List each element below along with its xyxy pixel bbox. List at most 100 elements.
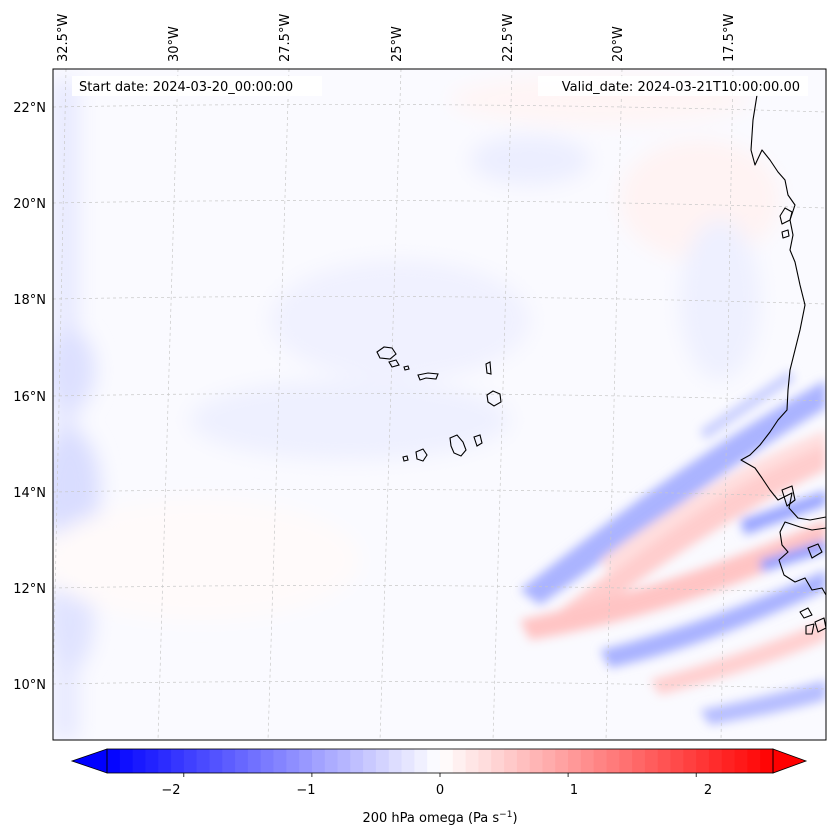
- colorbar-segment: [644, 749, 659, 773]
- africa-coastline-south: [778, 521, 826, 596]
- colorbar-segment: [452, 749, 467, 773]
- islet-3: [799, 607, 813, 619]
- valid-date-label: Valid_date: 2024-03-21T10:00:00.00: [562, 80, 800, 95]
- colorbar-segment: [568, 749, 582, 773]
- colorbar-segment: [657, 749, 672, 773]
- colorbar-tick-label: −2: [161, 783, 180, 798]
- colorbar-label: 200 hPa omega (Pa s−1): [362, 810, 517, 826]
- lat-label: 14°N: [13, 486, 46, 501]
- colorbar-segment: [299, 749, 313, 773]
- colorbar-segment: [273, 749, 287, 773]
- islet-5: [805, 623, 815, 635]
- colorbar-segment: [375, 749, 390, 773]
- colorbar-segment: [440, 749, 454, 773]
- longitude-labels: 32.5°W 30°W 27.5°W 25°W 22.5°W 20°W 17.5…: [56, 14, 737, 62]
- colorbar-segment: [145, 749, 159, 773]
- island-santa-luzia: [403, 365, 410, 371]
- colorbar-segment: [132, 749, 147, 773]
- colorbar-segment: [171, 749, 185, 773]
- lat-label: 22°N: [13, 101, 46, 116]
- colorbar-segment: [465, 749, 480, 773]
- colorbar-segment: [529, 749, 544, 773]
- africa-coastline: [740, 94, 826, 521]
- lat-label: 12°N: [13, 582, 46, 597]
- islet-7: [807, 543, 823, 559]
- colorbar-segment: [222, 749, 236, 773]
- colorbar-segment: [504, 749, 518, 773]
- lon-label: 22.5°W: [501, 14, 516, 62]
- colorbar-segment: [542, 749, 556, 773]
- lon-label: 17.5°W: [722, 14, 737, 62]
- colorbar-segment: [760, 749, 774, 773]
- colorbar-segment: [247, 749, 262, 773]
- lon-label: 25°W: [390, 26, 405, 62]
- lat-label: 18°N: [13, 293, 46, 308]
- colorbar-segment: [337, 749, 351, 773]
- colorbar-segment: [158, 749, 172, 773]
- lat-label: 16°N: [13, 390, 46, 405]
- colorbar-arrow-min: [70, 748, 108, 774]
- map-area: Start date: 2024-03-20_00:00:00 Valid_da…: [53, 69, 826, 740]
- lat-label: 20°N: [13, 197, 46, 212]
- colorbar-segment: [363, 749, 377, 773]
- colorbar-segment: [708, 749, 723, 773]
- colorbar-segment: [593, 749, 608, 773]
- lon-label: 30°W: [167, 26, 182, 62]
- island-sao-vicente: [388, 359, 400, 368]
- island-brava: [402, 455, 409, 462]
- omega-bands-southeast: [520, 370, 826, 725]
- latitude-labels: 22°N 20°N 18°N 16°N 14°N 12°N 10°N: [13, 101, 46, 693]
- colorbar-segment: [670, 749, 684, 773]
- island-santo-antao: [376, 346, 397, 360]
- islet-1: [779, 207, 793, 225]
- colorbar-segment: [235, 749, 249, 773]
- colorbar-tick-label: 0: [436, 783, 444, 798]
- lat-label: 10°N: [13, 678, 46, 693]
- colorbar-segment: [606, 749, 620, 773]
- date-label-bg-right: [538, 76, 808, 96]
- islet-2: [781, 229, 790, 239]
- date-label-bg-left: [72, 76, 322, 96]
- colorbar-segment: [683, 749, 697, 773]
- colorbar: −2 −1 0 1 2 200 hPa omega (Pa s−1): [70, 748, 808, 826]
- omega-field-diffuse: [53, 75, 780, 740]
- colorbar-segment: [260, 749, 275, 773]
- colorbar-segment: [619, 749, 633, 773]
- colorbar-segment: [721, 749, 736, 773]
- gridlines: [53, 69, 826, 740]
- island-santiago: [449, 434, 467, 457]
- colorbar-segment: [119, 749, 134, 773]
- colorbar-tick-label: 1: [570, 783, 578, 798]
- colorbar-ticks: [183, 773, 697, 777]
- map-frame: [52, 68, 827, 741]
- island-boa-vista: [486, 390, 502, 407]
- colorbar-arrow-max: [772, 748, 808, 774]
- island-sao-nicolau: [417, 372, 439, 381]
- cape-verde-islands: [376, 346, 502, 462]
- colorbar-segment: [734, 749, 748, 773]
- island-maio: [473, 434, 483, 447]
- colorbar-segment: [401, 749, 415, 773]
- colorbar-segment: [747, 749, 761, 773]
- island-sal: [485, 361, 492, 375]
- colorbar-segment: [183, 749, 198, 773]
- colorbar-segment: [516, 749, 531, 773]
- colorbar-segment: [555, 749, 569, 773]
- colorbar-segment: [478, 749, 492, 773]
- colorbar-segment: [580, 749, 595, 773]
- coastlines: [740, 94, 826, 635]
- lon-label: 20°W: [611, 26, 626, 62]
- colorbar-tick-label: −1: [296, 783, 315, 798]
- colorbar-tick-label: 2: [704, 783, 712, 798]
- colorbar-segment: [632, 749, 646, 773]
- colorbar-segment: [427, 749, 441, 773]
- start-date-label: Start date: 2024-03-20_00:00:00: [79, 80, 293, 95]
- colorbar-segment: [324, 749, 339, 773]
- colorbar-segment: [350, 749, 364, 773]
- colorbar-segment: [209, 749, 223, 773]
- islet-6: [781, 485, 796, 507]
- colorbar-segment: [107, 749, 121, 773]
- colorbar-segment: [491, 749, 505, 773]
- colorbar-segment: [414, 749, 428, 773]
